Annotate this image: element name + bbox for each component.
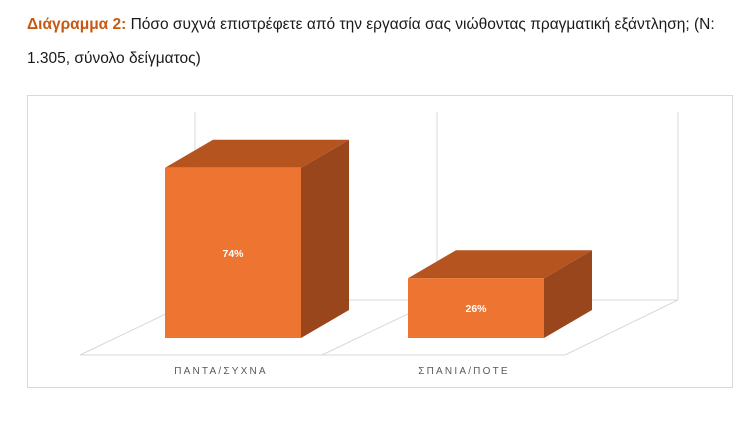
bar-top-face bbox=[408, 250, 592, 279]
category-axis: ΠΑΝΤΑ/ΣΥΧΝΑ ΣΠΑΝΙΑ/ΠΟΤΕ bbox=[174, 366, 510, 377]
category-tick-label: ΣΠΑΝΙΑ/ΠΟΤΕ bbox=[418, 366, 510, 377]
figure-title: Πόσο συχνά επιστρέφετε από την εργασία σ… bbox=[27, 16, 715, 67]
figure-label: Διάγραμμα 2: bbox=[27, 16, 127, 33]
bar-front-face bbox=[165, 167, 301, 338]
bar-top-face bbox=[165, 139, 349, 168]
chart-frame bbox=[27, 95, 733, 388]
bars: 74% 26% bbox=[165, 139, 592, 338]
figure-caption: Διάγραμμα 2: Πόσο συχνά επιστρέφετε από … bbox=[27, 8, 727, 76]
data-label: 26% bbox=[465, 303, 487, 315]
bar-front-face bbox=[408, 278, 544, 338]
category-tick-label: ΠΑΝΤΑ/ΣΥΧΝΑ bbox=[174, 366, 268, 377]
floor-right-edge bbox=[564, 299, 679, 356]
bar-side-face bbox=[301, 139, 349, 338]
data-label: 74% bbox=[222, 248, 244, 260]
bar-1: 74% bbox=[165, 139, 349, 338]
bar-2: 26% bbox=[408, 250, 592, 338]
bar-side-face bbox=[544, 250, 592, 338]
